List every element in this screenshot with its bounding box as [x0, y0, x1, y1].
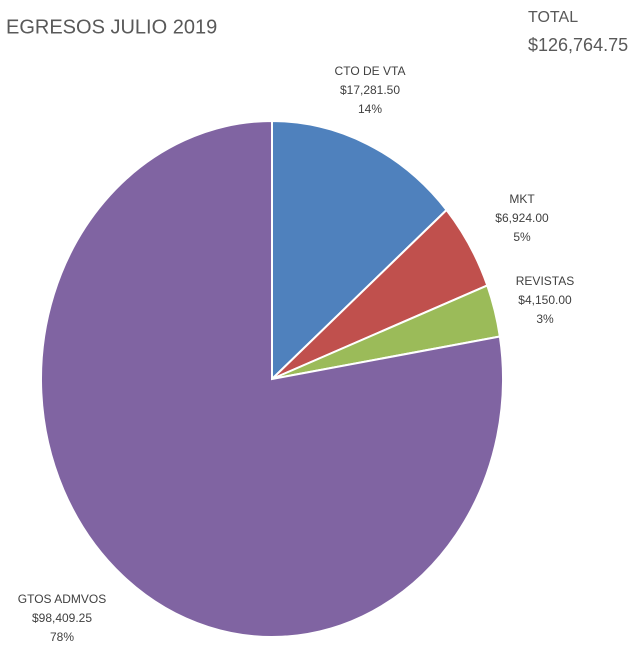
slice-value: $17,281.50 — [340, 83, 400, 97]
total-label: TOTAL — [528, 9, 578, 26]
slice-percent: 3% — [536, 312, 554, 326]
slice-category: CTO DE VTA — [335, 64, 406, 78]
slice-value: $98,409.25 — [32, 611, 92, 625]
slice-category: GTOS ADMVOS — [18, 592, 106, 606]
pie-slice — [40, 119, 504, 638]
slice-category: MKT — [509, 192, 535, 206]
slice-value: $4,150.00 — [518, 293, 572, 307]
slice-percent: 5% — [513, 230, 531, 244]
slice-value: $6,924.00 — [495, 211, 549, 225]
slice-category: REVISTAS — [516, 274, 574, 288]
total-value: $126,764.75 — [528, 35, 628, 55]
pie-slice — [271, 119, 448, 382]
slice-percent: 14% — [358, 102, 382, 116]
slice-percent: 78% — [50, 630, 74, 644]
chart-title: EGRESOS JULIO 2019 — [6, 16, 217, 38]
